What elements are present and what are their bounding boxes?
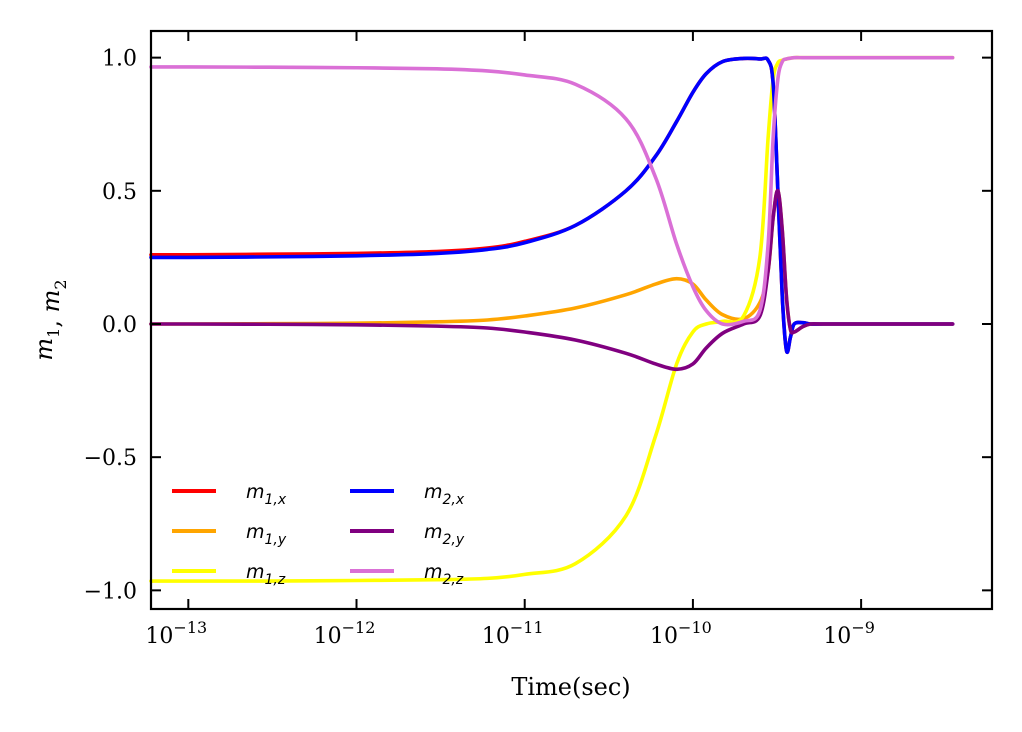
x-tick-label: 10−9 — [823, 618, 875, 649]
legend-label: m1,z — [246, 561, 286, 588]
x-tick-label: 10−11 — [482, 618, 544, 649]
x-tick-label: 10−12 — [314, 618, 376, 649]
series-line-m2-x — [149, 56, 955, 354]
y-tick-label: −1.0 — [84, 579, 137, 604]
y-tick-label: 0.0 — [102, 313, 137, 338]
series-line-m2-y — [149, 188, 955, 372]
legend-label: m1,y — [246, 521, 287, 548]
y-tick-label: 0.5 — [102, 180, 137, 205]
legend-label: m1,x — [246, 481, 287, 508]
y-tick-label: 1.0 — [102, 47, 137, 72]
y-axis-label: m1, m2 — [30, 279, 70, 360]
legend-label: m2,z — [424, 561, 464, 588]
ticks-layer: 10−13 10−12 10−11 10−10 10−9 1.0 0.5 0.0 −0.5 −1.… — [84, 31, 992, 649]
legend-label: m2,x — [424, 481, 465, 508]
series-line-m2-z — [149, 55, 955, 327]
plot-frame — [149, 29, 994, 611]
y-tick-label: −0.5 — [84, 446, 137, 471]
series-layer — [149, 55, 955, 583]
legend-label: m2,y — [424, 521, 465, 548]
x-tick-label: 10−10 — [650, 618, 712, 649]
series-line-m1-x — [149, 56, 955, 354]
legend: m1,x m1,y m1,z m2,x m2,y m2,z — [172, 481, 465, 588]
series-line-m1-y — [149, 188, 955, 335]
x-tick-label: 10−13 — [145, 618, 207, 649]
x-axis-label: Time(sec) — [511, 673, 630, 701]
